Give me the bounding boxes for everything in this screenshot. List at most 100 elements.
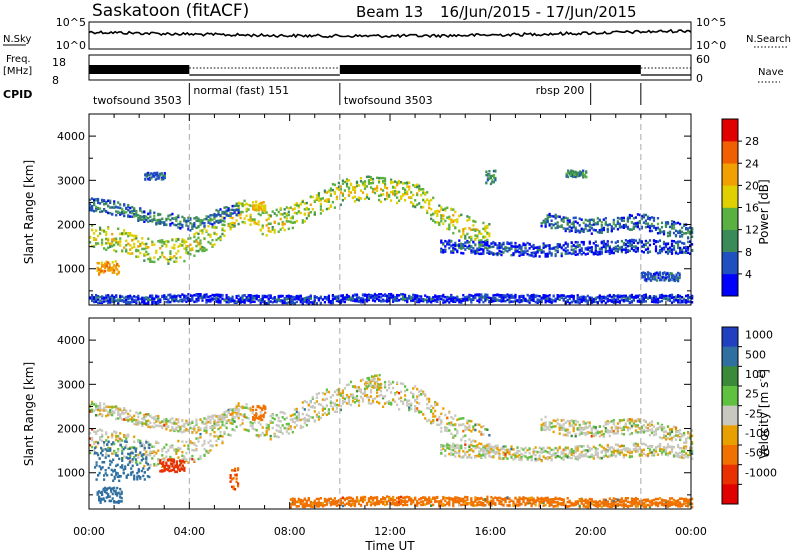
heatmap-cell xyxy=(586,247,589,251)
heatmap-cell xyxy=(540,297,543,300)
heatmap-cell xyxy=(412,202,415,206)
heatmap-cell xyxy=(656,222,660,226)
heatmap-cell xyxy=(239,297,242,300)
heatmap-cell xyxy=(382,395,385,398)
heatmap-cell xyxy=(209,295,212,298)
heatmap-cell xyxy=(197,236,200,240)
heatmap-cell xyxy=(301,406,304,410)
heatmap-cell xyxy=(317,392,320,395)
heatmap-cell xyxy=(474,293,477,297)
heatmap-cell xyxy=(478,430,481,433)
heatmap-cell xyxy=(418,394,421,397)
heatmap-cell xyxy=(297,413,300,417)
heatmap-cell xyxy=(223,299,226,302)
heatmap-cell xyxy=(95,405,98,408)
heatmap-cell xyxy=(576,229,579,232)
nsearch-tick-top: 10^5 xyxy=(696,16,726,29)
heatmap-cell xyxy=(486,177,489,180)
heatmap-cell xyxy=(337,393,340,396)
heatmap-cell xyxy=(156,174,159,177)
heatmap-cell xyxy=(598,247,601,250)
heatmap-cell xyxy=(117,298,120,301)
heatmap-cell xyxy=(253,296,256,300)
heatmap-cell xyxy=(558,225,561,228)
heatmap-cell xyxy=(446,227,449,231)
heatmap-cell xyxy=(111,240,114,244)
heatmap-cell xyxy=(305,413,308,417)
heatmap-cell xyxy=(91,208,94,212)
heatmap-cell xyxy=(664,277,668,281)
heatmap-cell xyxy=(203,222,206,225)
heatmap-cell xyxy=(526,300,529,303)
heatmap-cell xyxy=(141,218,144,221)
heatmap-cell xyxy=(550,254,553,257)
heatmap-cell xyxy=(193,460,196,463)
heatmap-cell xyxy=(175,452,178,455)
heatmap-cell xyxy=(125,239,128,243)
heatmap-cell xyxy=(408,294,411,298)
heatmap-cell xyxy=(305,301,308,304)
heatmap-cell xyxy=(371,400,375,403)
heatmap-cell xyxy=(394,400,397,403)
heatmap-cell xyxy=(448,215,451,219)
heatmap-cell xyxy=(119,432,122,435)
heatmap-cell xyxy=(219,426,222,429)
heatmap-cell xyxy=(522,242,525,245)
heatmap-cell xyxy=(89,431,92,435)
heatmap-cell xyxy=(365,298,369,302)
heatmap-cell xyxy=(654,245,658,248)
heatmap-cell xyxy=(656,301,660,304)
heatmap-cell xyxy=(502,241,505,245)
heatmap-cell xyxy=(522,252,525,255)
heatmap-cell xyxy=(219,214,222,218)
heatmap-cell xyxy=(466,427,469,430)
heatmap-cell xyxy=(323,412,326,415)
heatmap-cell xyxy=(402,182,405,185)
heatmap-cell xyxy=(127,208,130,212)
heatmap-cell xyxy=(131,417,134,420)
heatmap-cell xyxy=(297,295,300,299)
heatmap-cell xyxy=(147,171,150,175)
heatmap-cell xyxy=(474,296,477,300)
heatmap-cell xyxy=(480,252,483,255)
heatmap-cell xyxy=(173,243,176,247)
heatmap-cell xyxy=(157,258,160,261)
cpid-segment-label: normal (fast) 151 xyxy=(193,84,289,97)
heatmap-cell xyxy=(221,228,224,232)
heatmap-cell xyxy=(127,232,130,235)
heatmap-cell xyxy=(470,301,473,304)
heatmap-cell xyxy=(339,392,342,395)
heatmap-cell xyxy=(105,405,108,408)
heatmap-cell xyxy=(357,300,361,303)
heatmap-cell xyxy=(390,391,393,394)
heatmap-cell xyxy=(157,414,160,418)
heatmap-cell xyxy=(277,230,280,233)
heatmap-cell xyxy=(672,278,675,282)
heatmap-cell xyxy=(115,205,118,209)
heatmap-cell xyxy=(189,237,192,240)
heatmap-cell xyxy=(536,247,539,251)
heatmap-cell xyxy=(127,416,130,419)
heatmap-cell xyxy=(121,249,124,252)
heatmap-cell xyxy=(396,181,399,184)
heatmap-cell xyxy=(685,249,688,252)
heatmap-cell xyxy=(337,387,340,391)
heatmap-cell xyxy=(289,216,292,220)
heatmap-cell xyxy=(231,428,234,431)
heatmap-cell xyxy=(89,297,92,300)
heatmap-cell xyxy=(335,295,338,299)
heatmap-cell xyxy=(596,221,599,224)
heatmap-cell xyxy=(363,392,367,395)
heatmap-cell xyxy=(105,296,108,300)
heatmap-cell xyxy=(681,250,684,254)
heatmap-cell xyxy=(677,299,680,302)
heatmap-cell xyxy=(99,226,102,230)
heatmap-cell xyxy=(177,245,180,248)
heatmap-cell xyxy=(145,419,148,423)
heatmap-cell xyxy=(281,213,284,216)
heatmap-cell xyxy=(223,212,226,215)
heatmap-cell xyxy=(608,299,611,302)
heatmap-cell xyxy=(658,228,662,232)
heatmap-cell xyxy=(96,261,99,265)
heatmap-cell xyxy=(579,174,582,177)
